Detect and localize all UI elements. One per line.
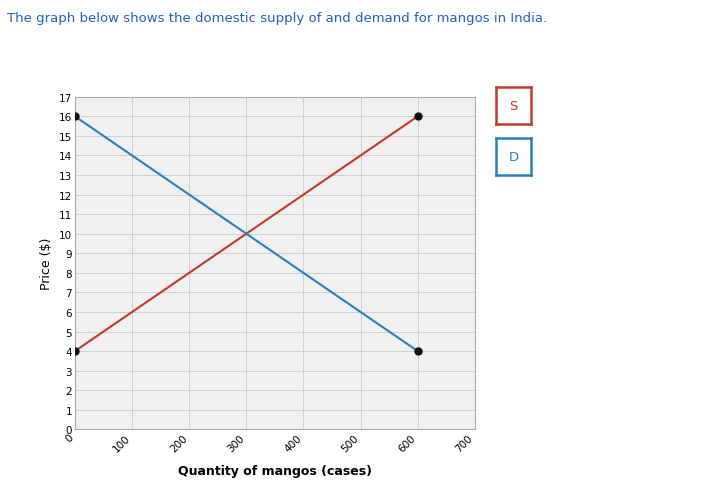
X-axis label: Quantity of mangos (cases): Quantity of mangos (cases): [178, 464, 372, 477]
Text: S: S: [509, 100, 518, 113]
Text: D: D: [508, 151, 518, 164]
Y-axis label: Price ($): Price ($): [41, 237, 54, 290]
Text: The graph below shows the domestic supply of and demand for mangos in India.: The graph below shows the domestic suppl…: [7, 12, 547, 25]
